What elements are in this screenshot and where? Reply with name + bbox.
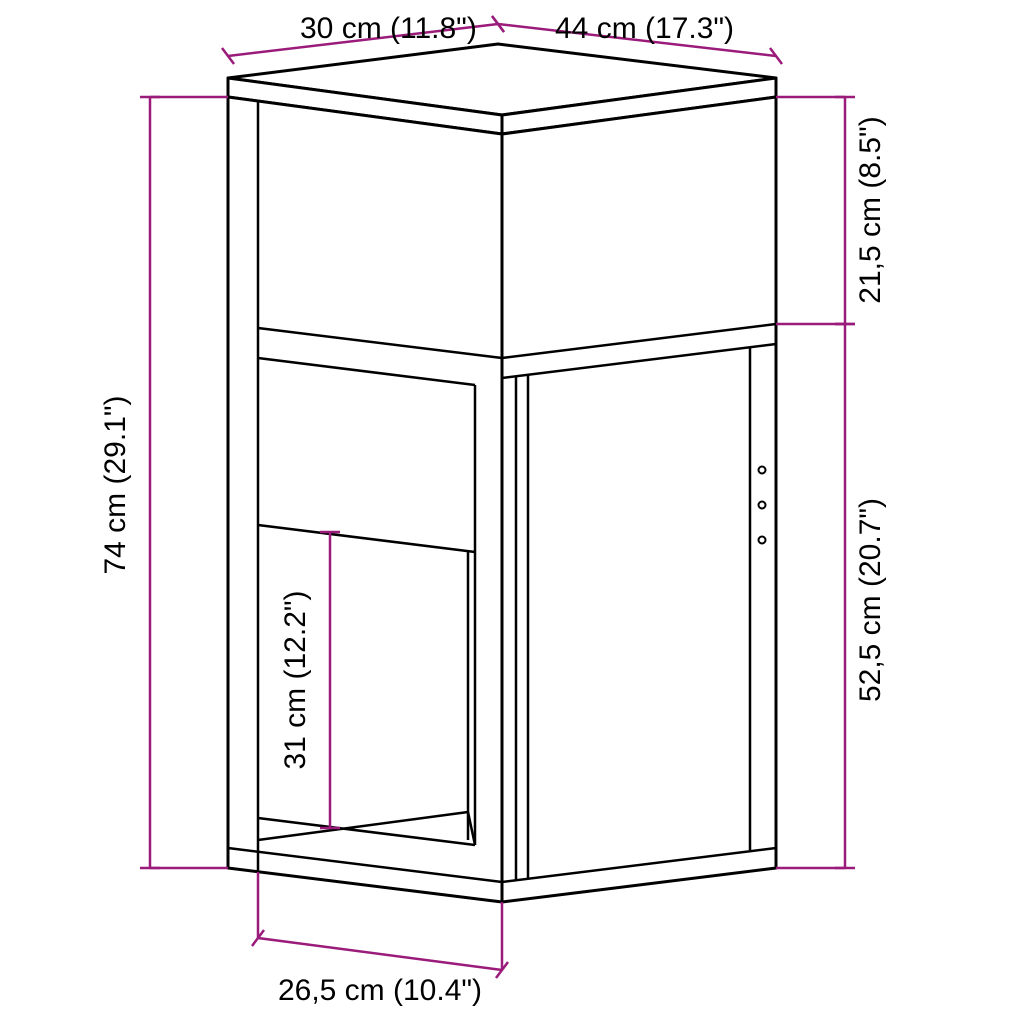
label-lower-height: 52,5 cm (20.7") xyxy=(854,498,887,702)
label-height: 74 cm (29.1") xyxy=(99,395,132,574)
label-shelf-height: 31 cm (12.2") xyxy=(279,590,312,769)
label-inner-depth: 26,5 cm (10.4") xyxy=(278,974,482,1007)
label-depth: 30 cm (11.8") xyxy=(300,12,477,45)
dimension-diagram: 30 cm (11.8") 44 cm (17.3") 74 cm (29.1"… xyxy=(0,0,1024,1024)
label-width: 44 cm (17.3") xyxy=(555,12,734,45)
label-upper-height: 21,5 cm (8.5") xyxy=(854,116,887,303)
